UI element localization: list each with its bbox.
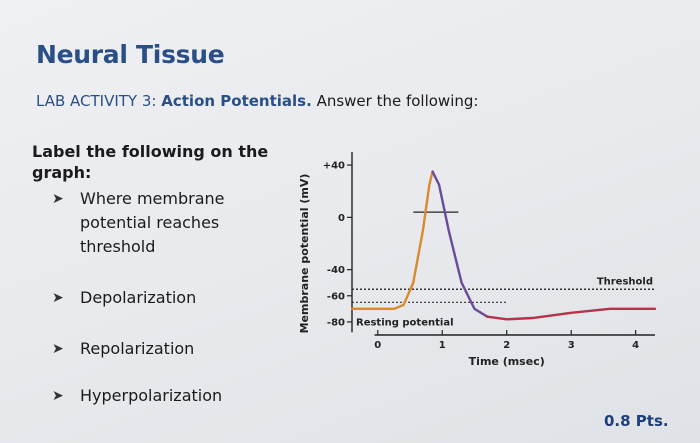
bullet-repolarization: ➤ Repolarization (52, 337, 250, 361)
bullet-depolarization: ➤ Depolarization (52, 286, 250, 310)
label-prompt: Label the following on the graph: (32, 142, 269, 182)
series-line-0 (350, 170, 434, 311)
x-tick-label: 2 (503, 340, 510, 351)
y-tick-label: -40 (327, 265, 345, 276)
bullet-hyperpolarization: ➤ Hyperpolarization (52, 384, 250, 408)
points-value: 0.8 Pts. (604, 412, 669, 430)
bullet-text: Depolarization (80, 288, 197, 307)
resting-potential-label: Resting potential (356, 317, 454, 328)
x-tick-label: 0 (374, 340, 381, 351)
arrow-bullet-icon: ➤ (52, 191, 64, 207)
bullet-text: Repolarization (80, 339, 195, 358)
arrow-bullet-icon: ➤ (52, 388, 64, 404)
y-tick-label: -60 (327, 291, 345, 302)
bullet-text: Where membrane potential reaches thresho… (80, 189, 225, 256)
chart-labels: +40 0 -40 -60 -80 0 1 2 3 4 Membrane potential (mV… (298, 161, 653, 368)
slide-title: Neural Tissue (36, 40, 225, 69)
x-axis-label: Time (msec) (469, 355, 545, 368)
chart-lines (350, 170, 657, 321)
x-tick-label: 1 (439, 340, 446, 351)
x-tick-label: 4 (632, 340, 639, 351)
arrow-bullet-icon: ➤ (52, 290, 64, 306)
chart-axes (347, 152, 655, 336)
series-line-1 (431, 170, 489, 318)
series-line-2 (486, 307, 657, 321)
y-axis-label: Membrane potential (mV) (298, 174, 311, 334)
threshold-label: Threshold (597, 276, 653, 287)
y-tick-label: -80 (327, 317, 345, 328)
lab-activity-line: LAB ACTIVITY 3: Action Potentials. Answe… (36, 92, 478, 110)
lab-topic: Action Potentials. (161, 92, 312, 110)
y-tick-label: +40 (323, 161, 345, 172)
lab-instruction: Answer the following: (311, 92, 479, 110)
y-tick-label: 0 (338, 213, 345, 224)
action-potential-chart: +40 0 -40 -60 -80 0 1 2 3 4 Membrane potential (mV… (298, 152, 657, 368)
lab-label: LAB ACTIVITY 3: (36, 92, 157, 110)
x-tick-label: 3 (568, 340, 575, 351)
bullet-threshold: ➤ Where membrane potential reaches thres… (52, 187, 250, 259)
bullet-text: Hyperpolarization (80, 386, 223, 405)
arrow-bullet-icon: ➤ (52, 341, 64, 357)
